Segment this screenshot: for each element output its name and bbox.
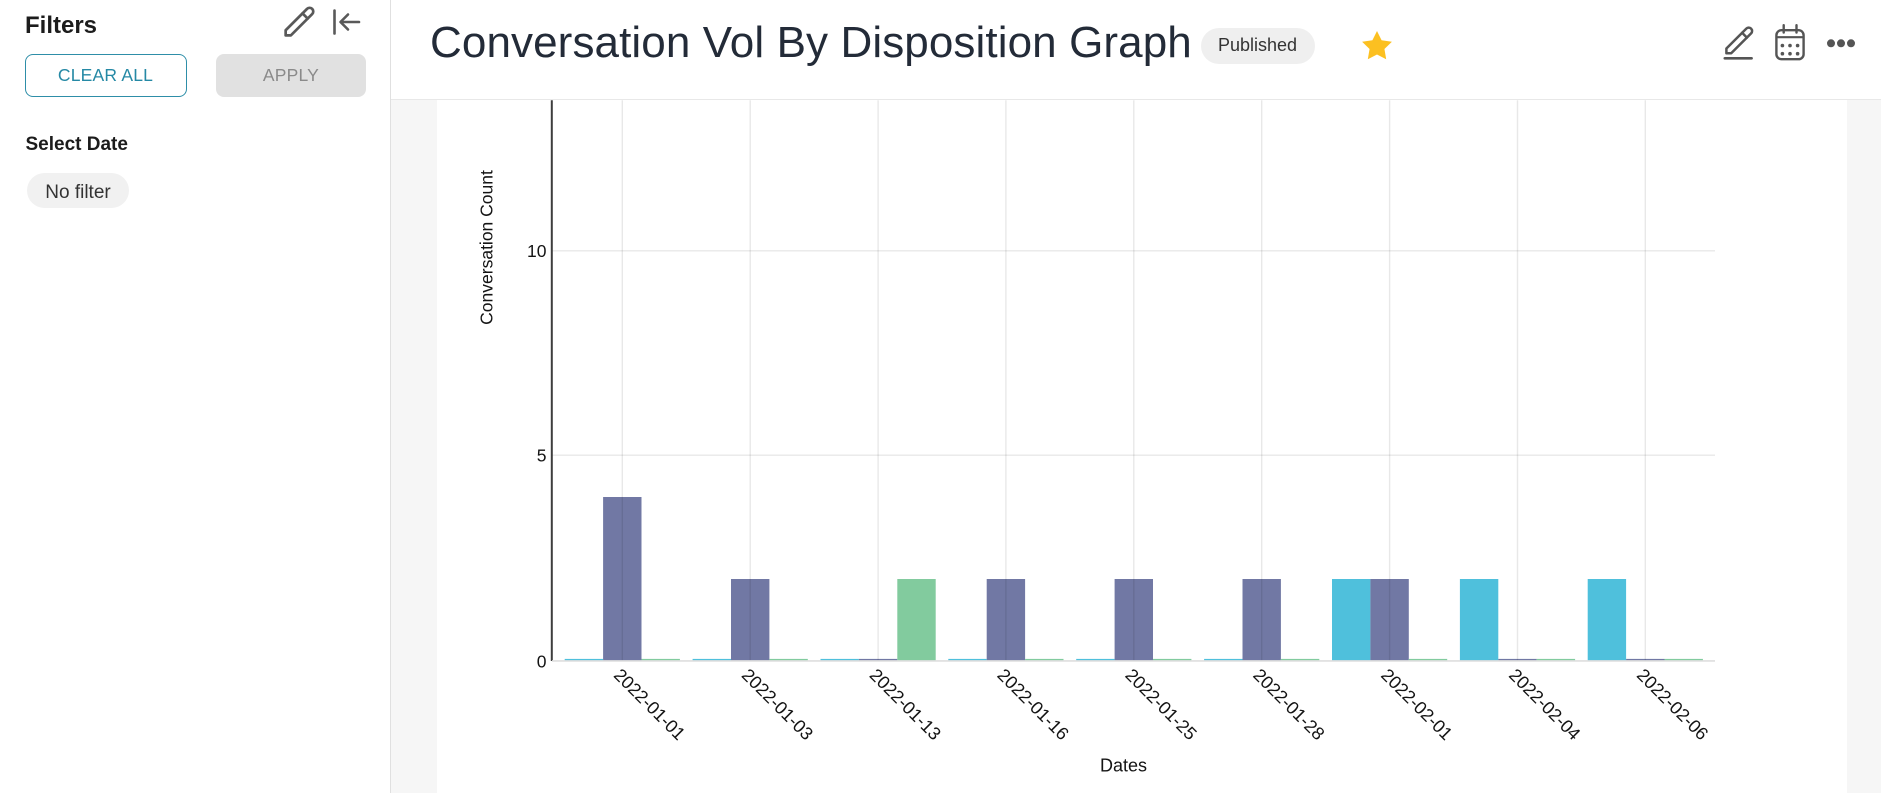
svg-text:Conversation Count: Conversation Count — [477, 170, 497, 325]
svg-text:Dates: Dates — [1100, 756, 1147, 776]
svg-text:10: 10 — [527, 241, 547, 261]
svg-text:0: 0 — [537, 652, 547, 672]
svg-text:2022-01-01: 2022-01-01 — [610, 665, 689, 744]
svg-text:5: 5 — [537, 446, 547, 466]
svg-text:2022-02-06: 2022-02-06 — [1633, 665, 1712, 744]
svg-text:2022-02-01: 2022-02-01 — [1377, 665, 1456, 744]
svg-text:2022-01-28: 2022-01-28 — [1249, 665, 1328, 744]
svg-text:2022-01-03: 2022-01-03 — [738, 665, 817, 744]
svg-text:2022-01-16: 2022-01-16 — [993, 665, 1072, 744]
svg-text:2022-01-25: 2022-01-25 — [1121, 665, 1200, 744]
svg-text:2022-02-04: 2022-02-04 — [1505, 665, 1584, 744]
svg-text:2022-01-13: 2022-01-13 — [866, 665, 945, 744]
